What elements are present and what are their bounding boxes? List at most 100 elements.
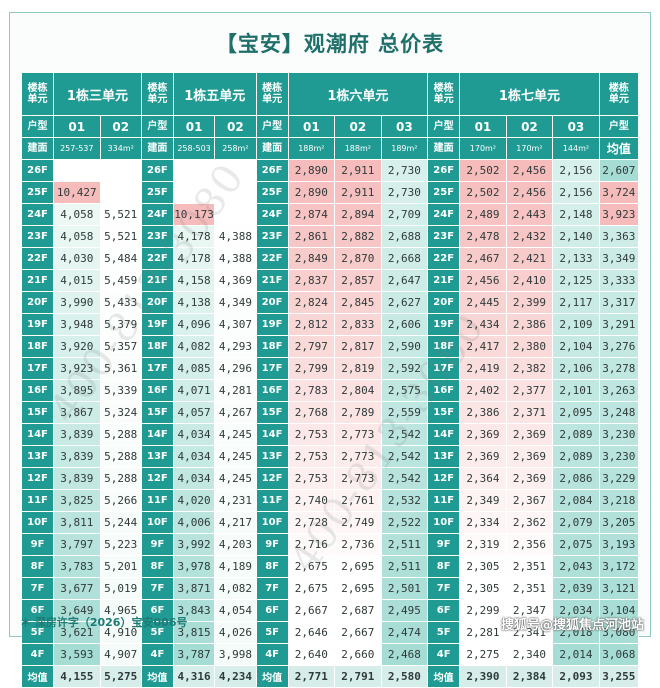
price-cell: 2,768 xyxy=(288,402,336,424)
price-cell: 2,575 xyxy=(381,380,429,402)
price-cell: 2,783 xyxy=(288,380,336,402)
avg-cell: 3,276 xyxy=(599,336,639,358)
price-cell: 2,675 xyxy=(288,556,336,578)
price-cell: 4,296 xyxy=(215,358,257,380)
price-cell: 2,789 xyxy=(335,402,382,424)
price-cell: 2,857 xyxy=(335,270,382,292)
row-label: 户型 xyxy=(141,116,174,138)
price-cell: 2,667 xyxy=(335,622,382,644)
price-cell: 4,349 xyxy=(215,292,257,314)
price-cell: 2,837 xyxy=(288,270,336,292)
price-cell: 3,797 xyxy=(54,534,101,556)
avg-cell: 3,218 xyxy=(599,490,639,512)
unit-code: 02 xyxy=(335,116,382,138)
price-cell: 4,307 xyxy=(215,314,257,336)
price-cell: 2,687 xyxy=(335,600,382,622)
price-cell: 2,468 xyxy=(381,644,429,666)
floor-label: 21F xyxy=(428,270,461,292)
unit-code: 03 xyxy=(553,116,600,138)
price-cell: 2,882 xyxy=(335,226,382,248)
price-cell: 2,797 xyxy=(288,336,336,358)
floor-label: 12F xyxy=(256,468,289,490)
floor-label: 17F xyxy=(256,358,289,380)
floor-label: 11F xyxy=(256,490,289,512)
price-cell: 2,109 xyxy=(553,314,600,336)
price-cell: 2,305 xyxy=(460,578,507,600)
price-cell: 3,811 xyxy=(54,512,101,534)
floor-label: 13F xyxy=(256,446,289,468)
price-cell: 4,158 xyxy=(173,270,216,292)
price-cell: 2,351 xyxy=(506,556,554,578)
row-label: 建面 xyxy=(256,138,289,160)
floor-label: 5F xyxy=(141,622,174,644)
floor-label: 9F xyxy=(256,534,289,556)
unit-area: 334m² xyxy=(100,138,142,160)
price-cell: 5,019 xyxy=(100,578,142,600)
price-cell: 2,456 xyxy=(460,270,507,292)
floor-label: 13F xyxy=(22,446,55,468)
price-cell: 2,148 xyxy=(553,204,600,226)
price-cell: 4,034 xyxy=(173,446,216,468)
price-cell: 4,057 xyxy=(173,402,216,424)
floor-label: 13F xyxy=(428,446,461,468)
price-cell: 3,990 xyxy=(54,292,101,314)
price-cell: 2,380 xyxy=(506,336,554,358)
avg-cell: 3,230 xyxy=(599,424,639,446)
price-cell: 2,369 xyxy=(506,446,554,468)
price-cell: 2,833 xyxy=(335,314,382,336)
floor-label: 21F xyxy=(22,270,55,292)
price-cell: 2,364 xyxy=(460,468,507,490)
price-cell: 2,377 xyxy=(506,380,554,402)
price-cell: 2,443 xyxy=(506,204,554,226)
price-cell: 4,965 xyxy=(100,600,142,622)
price-cell: 2,445 xyxy=(460,292,507,314)
price-cell: 2,034 xyxy=(553,600,600,622)
floor-label: 22F xyxy=(256,248,289,270)
floor-label: 9F xyxy=(428,534,461,556)
price-cell: 3,998 xyxy=(215,644,257,666)
floor-label: 4F xyxy=(141,644,174,666)
price-cell: 2,084 xyxy=(553,490,600,512)
floor-label: 16F xyxy=(141,380,174,402)
price-cell: 2,075 xyxy=(553,534,600,556)
price-cell: 3,895 xyxy=(54,380,101,402)
price-cell: 2,367 xyxy=(506,490,554,512)
avg-row-total: 3,255 xyxy=(599,666,639,688)
price-cell: 2,382 xyxy=(506,358,554,380)
floor-label: 7F xyxy=(428,578,461,600)
floor-label: 24F xyxy=(22,204,55,226)
group-header: 1栋三单元 xyxy=(54,73,142,116)
floor-label: 24F xyxy=(256,204,289,226)
price-cell: 2,730 xyxy=(381,182,429,204)
price-cell: 2,502 xyxy=(460,160,507,182)
price-cell: 2,410 xyxy=(506,270,554,292)
price-cell: 2,095 xyxy=(553,402,600,424)
price-table: 楼栋 单元 1栋三单元 楼栋 单元 1栋五单元 楼栋 单元 1栋六单元 楼栋 单元 1栋七单元… xyxy=(22,73,639,688)
price-cell: 2,117 xyxy=(553,292,600,314)
avg-row-cell: 2,390 xyxy=(460,666,507,688)
price-cell: 2,890 xyxy=(288,182,336,204)
row-label: 楼栋 单元 xyxy=(22,73,55,116)
price-cell xyxy=(215,204,257,226)
price-cell: 2,894 xyxy=(335,204,382,226)
price-cell: 2,695 xyxy=(335,578,382,600)
price-cell: 4,189 xyxy=(215,556,257,578)
floor-label: 8F xyxy=(22,556,55,578)
price-cell: 2,911 xyxy=(335,160,382,182)
price-cell: 4,015 xyxy=(54,270,101,292)
floor-label: 15F xyxy=(428,402,461,424)
price-cell xyxy=(100,160,142,182)
floor-label: 12F xyxy=(428,468,461,490)
row-label: 户型 xyxy=(428,116,461,138)
avg-cell: 3,317 xyxy=(599,292,639,314)
price-cell: 2,688 xyxy=(381,226,429,248)
price-cell: 5,288 xyxy=(100,424,142,446)
floor-label: 15F xyxy=(22,402,55,424)
floor-label: 8F xyxy=(428,556,461,578)
price-cell: 2,753 xyxy=(288,424,336,446)
price-cell: 2,434 xyxy=(460,314,507,336)
price-cell: 2,467 xyxy=(460,248,507,270)
page-title: 【宝安】观潮府 总价表 xyxy=(215,32,445,56)
floor-label: 20F xyxy=(256,292,289,314)
avg-cell: 3,205 xyxy=(599,512,639,534)
